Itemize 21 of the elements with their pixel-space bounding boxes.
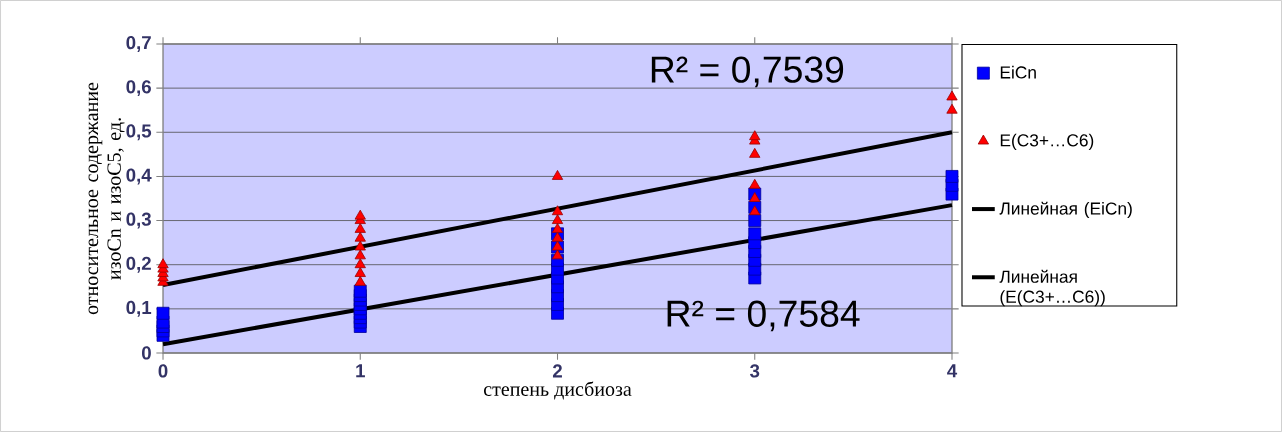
x-tick-label: 1 [356, 364, 365, 378]
y-tick-label: 0,5 [126, 124, 152, 141]
legend-label: EiCn [1000, 65, 1036, 79]
legend-label: Линейная (E(C3+…C6)) [999, 269, 1105, 307]
legend-label: E(C3+…C6) [1000, 133, 1094, 150]
x-tick-label: 4 [947, 364, 958, 378]
x-tick-label: 0 [158, 364, 168, 378]
y-tick-label: 0,7 [126, 36, 151, 52]
legend-label: Линейная (EiCn) [999, 201, 1132, 219]
y-axis-title: относительное содержание изоCn и изоC5, ед. [88, 82, 125, 315]
y-tick-label: 0,1 [126, 300, 152, 317]
x-tick-label: 2 [552, 364, 562, 378]
annotation: R² = 0,7539 [651, 56, 844, 88]
x-tick-label: 3 [749, 364, 760, 378]
y-tick-label: 0,6 [126, 80, 151, 97]
y-tick-label: 0,3 [126, 212, 151, 229]
x-axis-title: степень дисбиоза [483, 381, 632, 400]
y-tick-label: 0 [141, 346, 151, 360]
annotation: R² = 0,7584 [667, 300, 860, 332]
y-tick-label: 0,4 [126, 168, 152, 185]
y-tick-label: 0,2 [126, 256, 151, 273]
